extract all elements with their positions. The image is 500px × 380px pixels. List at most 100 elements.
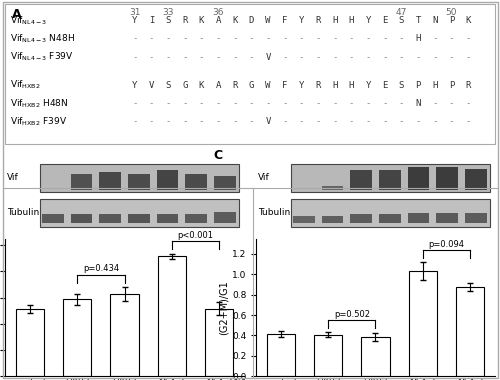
- Text: A: A: [216, 81, 221, 90]
- Y-axis label: (G2+M)/G1: (G2+M)/G1: [219, 280, 229, 335]
- Text: -: -: [199, 117, 204, 126]
- Text: -: -: [282, 53, 288, 62]
- Text: Vif$_{\mathregular{HXB2}}$ H48N: Vif$_{\mathregular{HXB2}}$ H48N: [10, 97, 68, 110]
- Text: -: -: [316, 99, 321, 108]
- Text: -: -: [466, 53, 470, 62]
- Text: 33: 33: [162, 8, 174, 17]
- Text: -: -: [216, 53, 221, 62]
- Text: -: -: [448, 117, 454, 126]
- Text: -: -: [398, 99, 404, 108]
- Text: -: -: [232, 99, 237, 108]
- Text: T: T: [416, 16, 421, 25]
- Bar: [100, 172, 121, 190]
- Bar: [267, 334, 295, 376]
- Text: -: -: [366, 53, 371, 62]
- Bar: [465, 169, 486, 190]
- Text: -: -: [466, 35, 470, 43]
- Text: 47: 47: [396, 8, 407, 17]
- Bar: [314, 335, 342, 376]
- Text: -: -: [316, 35, 321, 43]
- Text: -: -: [366, 99, 371, 108]
- Text: -: -: [182, 35, 188, 43]
- Text: 50: 50: [446, 8, 457, 17]
- Text: E: E: [382, 81, 388, 90]
- Text: K: K: [232, 16, 237, 25]
- Text: P: P: [448, 81, 454, 90]
- Text: P: P: [416, 81, 421, 90]
- Text: E: E: [382, 16, 388, 25]
- Text: -: -: [332, 53, 338, 62]
- Text: N: N: [432, 16, 438, 25]
- Text: G: G: [182, 81, 188, 90]
- Text: Vif$_{\mathregular{NL4-3}}$: Vif$_{\mathregular{NL4-3}}$: [10, 14, 48, 27]
- Text: -: -: [282, 117, 288, 126]
- Text: -: -: [299, 35, 304, 43]
- Text: Tubulin: Tubulin: [8, 209, 40, 217]
- Text: -: -: [132, 35, 138, 43]
- Text: -: -: [166, 117, 171, 126]
- Text: H: H: [432, 81, 438, 90]
- Bar: [40, 200, 239, 226]
- Text: -: -: [232, 117, 237, 126]
- Text: p<0.001: p<0.001: [178, 231, 214, 240]
- Text: V: V: [149, 81, 154, 90]
- Text: Vif: Vif: [8, 173, 19, 182]
- Text: -: -: [398, 35, 404, 43]
- Bar: [436, 213, 458, 223]
- Text: -: -: [249, 99, 254, 108]
- Text: F: F: [282, 16, 288, 25]
- Text: H: H: [332, 16, 338, 25]
- Text: 31: 31: [129, 8, 140, 17]
- Bar: [436, 167, 458, 190]
- Text: K: K: [199, 81, 204, 90]
- Text: Y: Y: [299, 16, 304, 25]
- Text: -: -: [432, 35, 438, 43]
- Text: p=0.434: p=0.434: [83, 264, 119, 273]
- Text: -: -: [366, 117, 371, 126]
- Bar: [379, 214, 400, 223]
- Text: S: S: [166, 81, 171, 90]
- Bar: [290, 200, 490, 226]
- Text: 36: 36: [212, 8, 224, 17]
- Bar: [322, 216, 343, 223]
- Text: -: -: [232, 35, 237, 43]
- Text: Y: Y: [132, 81, 138, 90]
- Text: -: -: [182, 99, 188, 108]
- Text: Y: Y: [299, 81, 304, 90]
- Text: -: -: [448, 53, 454, 62]
- Text: S: S: [398, 81, 404, 90]
- Text: C: C: [213, 149, 222, 162]
- Text: R: R: [182, 16, 188, 25]
- Text: -: -: [332, 99, 338, 108]
- Text: -: -: [232, 53, 237, 62]
- Bar: [350, 214, 372, 223]
- Text: -: -: [432, 53, 438, 62]
- Bar: [158, 256, 186, 376]
- Text: -: -: [216, 99, 221, 108]
- Bar: [186, 214, 207, 223]
- Bar: [322, 187, 343, 190]
- Text: -: -: [249, 117, 254, 126]
- Text: Y: Y: [366, 81, 371, 90]
- Bar: [128, 214, 150, 223]
- Text: -: -: [448, 99, 454, 108]
- Text: I: I: [149, 16, 154, 25]
- Text: -: -: [299, 117, 304, 126]
- Bar: [408, 271, 437, 376]
- Text: -: -: [299, 99, 304, 108]
- Text: -: -: [466, 117, 470, 126]
- Text: Vif$_{\mathregular{NL4-3}}$ F39V: Vif$_{\mathregular{NL4-3}}$ F39V: [10, 51, 74, 63]
- Text: -: -: [348, 99, 354, 108]
- Text: -: -: [382, 53, 388, 62]
- Bar: [408, 167, 430, 190]
- Text: -: -: [398, 117, 404, 126]
- Text: p=0.094: p=0.094: [428, 240, 464, 249]
- Text: -: -: [348, 117, 354, 126]
- Text: -: -: [216, 117, 221, 126]
- Text: -: -: [316, 117, 321, 126]
- Text: -: -: [382, 35, 388, 43]
- Text: Vif$_{\mathregular{HXB2}}$ F39V: Vif$_{\mathregular{HXB2}}$ F39V: [10, 116, 67, 128]
- Text: Vif$_{\mathregular{HXB2}}$: Vif$_{\mathregular{HXB2}}$: [10, 79, 40, 92]
- Text: -: -: [382, 117, 388, 126]
- Text: -: -: [249, 53, 254, 62]
